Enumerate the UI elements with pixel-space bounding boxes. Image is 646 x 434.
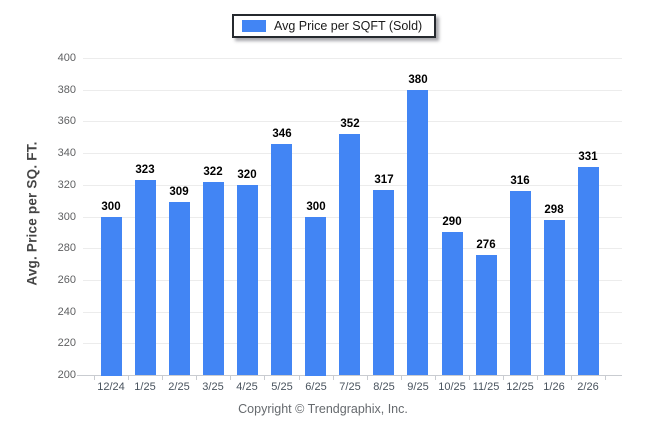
- x-tick-label: 3/25: [202, 381, 224, 393]
- bar: [442, 232, 463, 375]
- x-tick-label: 5/25: [271, 381, 293, 393]
- bar-value-label: 290: [442, 216, 462, 228]
- x-axis-tick: [469, 376, 470, 380]
- x-tick-label: 1/26: [543, 381, 565, 393]
- y-tick-label: 260: [57, 274, 76, 286]
- gridline: [83, 58, 622, 59]
- bar: [407, 90, 428, 375]
- x-tick-label: 2/26: [577, 381, 599, 393]
- bar-value-label: 323: [135, 164, 155, 176]
- bar-value-label: 300: [306, 201, 326, 213]
- bar: [510, 191, 531, 375]
- gridline: [83, 90, 622, 91]
- bar-value-label: 322: [203, 166, 223, 178]
- y-tick-label: 220: [57, 337, 76, 349]
- bar: [578, 167, 599, 375]
- bar: [203, 182, 224, 375]
- bar-value-label: 352: [340, 118, 360, 130]
- x-tick-label: 1/25: [134, 381, 156, 393]
- bar: [237, 185, 258, 375]
- x-tick-label: 12/24: [97, 381, 125, 393]
- x-axis-tick: [367, 376, 368, 380]
- x-axis-tick: [571, 376, 572, 380]
- x-axis-tick: [162, 376, 163, 380]
- x-tick-label: 8/25: [373, 381, 395, 393]
- legend-box: Avg Price per SQFT (Sold): [232, 14, 437, 38]
- x-axis-tick: [299, 376, 300, 380]
- y-tick-label: 200: [57, 369, 76, 381]
- bar: [271, 144, 292, 375]
- bar-value-label: 320: [237, 169, 257, 181]
- gridline: [83, 121, 622, 122]
- bar-value-label: 309: [169, 186, 189, 198]
- bar: [305, 217, 326, 376]
- x-axis-tick: [94, 376, 95, 380]
- x-axis-tick: [503, 376, 504, 380]
- x-tick-label: 2/25: [168, 381, 190, 393]
- x-axis-tick: [605, 376, 606, 380]
- x-tick-label: 6/25: [305, 381, 327, 393]
- x-tick-label: 4/25: [236, 381, 258, 393]
- y-tick-label: 240: [57, 306, 76, 318]
- x-axis-tick: [230, 376, 231, 380]
- y-tick-label: 280: [57, 242, 76, 254]
- x-tick-label: 10/25: [438, 381, 466, 393]
- bar: [339, 134, 360, 375]
- y-tick-label: 340: [57, 147, 76, 159]
- bar-value-label: 380: [408, 74, 428, 86]
- bar-value-label: 316: [510, 175, 530, 187]
- bar: [169, 202, 190, 375]
- bar-value-label: 331: [578, 151, 598, 163]
- x-axis-tick: [264, 376, 265, 380]
- x-axis-line: [77, 375, 622, 376]
- bar-value-label: 276: [476, 239, 496, 251]
- bar: [544, 220, 565, 375]
- legend-label: Avg Price per SQFT (Sold): [274, 19, 423, 33]
- y-tick-label: 400: [57, 52, 76, 64]
- x-axis-tick: [435, 376, 436, 380]
- y-tick-label: 320: [57, 179, 76, 191]
- x-axis-tick: [196, 376, 197, 380]
- x-axis-tick: [333, 376, 334, 380]
- bar-value-label: 300: [101, 201, 121, 213]
- y-tick-label: 300: [57, 211, 76, 223]
- x-axis-tick: [401, 376, 402, 380]
- x-axis-tick: [537, 376, 538, 380]
- y-tick-label: 380: [57, 84, 76, 96]
- bar: [373, 190, 394, 375]
- x-tick-label: 7/25: [339, 381, 361, 393]
- bar-value-label: 298: [544, 204, 564, 216]
- copyright-footer: Copyright © Trendgraphix, Inc.: [238, 402, 408, 416]
- y-tick-label: 360: [57, 115, 76, 127]
- bar-value-label: 346: [272, 128, 292, 140]
- x-axis-tick: [128, 376, 129, 380]
- bar: [101, 217, 122, 376]
- x-tick-label: 9/25: [407, 381, 429, 393]
- bar-value-label: 317: [374, 174, 394, 186]
- bar: [476, 255, 497, 375]
- x-tick-label: 12/25: [506, 381, 534, 393]
- y-axis-title: Avg. Price per SQ. FT.: [24, 141, 40, 286]
- x-tick-label: 11/25: [472, 381, 500, 393]
- bar: [135, 180, 156, 375]
- legend-swatch-icon: [242, 20, 266, 32]
